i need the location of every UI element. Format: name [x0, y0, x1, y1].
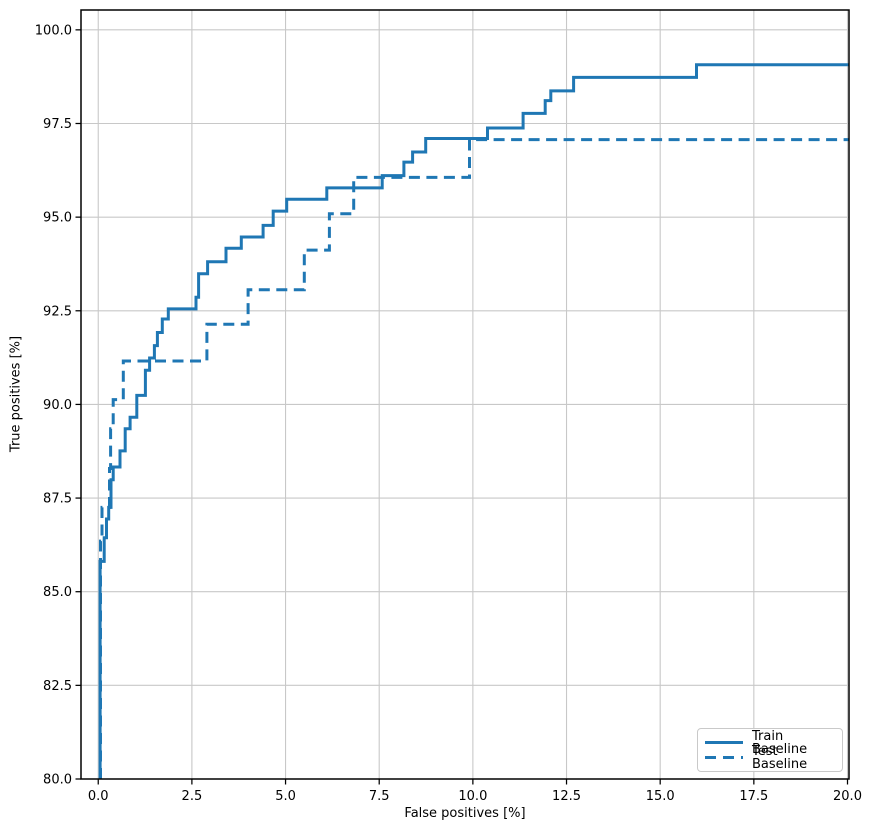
y-axis-label: True positives [%]: [8, 335, 24, 453]
y-tick-label: 95.0: [43, 211, 72, 226]
y-tick-label: 85.0: [43, 585, 72, 600]
y-tick-label: 82.5: [43, 679, 72, 694]
x-tick-label: 0.0: [88, 789, 109, 804]
x-axis-label: False positives [%]: [404, 806, 526, 821]
x-tick-label: 5.0: [275, 789, 296, 804]
x-tick-label: 2.5: [182, 789, 203, 804]
legend-label-test: Test Baseline: [752, 743, 808, 772]
x-tick-label: 7.5: [369, 789, 390, 804]
y-tick-label: 92.5: [43, 304, 72, 319]
legend-item-test-baseline: Test Baseline: [705, 745, 834, 771]
dashed-line-swatch-icon: [705, 756, 743, 759]
x-tick-label: 12.5: [552, 789, 581, 804]
legend-item-train-baseline: Train Baseline: [705, 730, 834, 756]
y-tick-label: 100.0: [35, 23, 72, 38]
legend: Train Baseline Test Baseline: [697, 728, 843, 772]
y-tick-label: 90.0: [43, 398, 72, 413]
x-tick-label: 17.5: [739, 789, 768, 804]
x-tick-label: 10.0: [458, 789, 487, 804]
series-line-test-baseline: [99, 138, 849, 779]
x-tick-label: 15.0: [646, 789, 675, 804]
legend-label-train: Train Baseline: [752, 728, 808, 757]
solid-line-swatch-icon: [705, 741, 743, 744]
y-tick-label: 97.5: [43, 117, 72, 132]
series-line-train-baseline: [98, 63, 849, 779]
y-tick-label: 80.0: [43, 773, 72, 788]
x-tick-label: 20.0: [833, 789, 862, 804]
y-tick-label: 87.5: [43, 492, 72, 507]
plot-border: [80, 9, 850, 780]
